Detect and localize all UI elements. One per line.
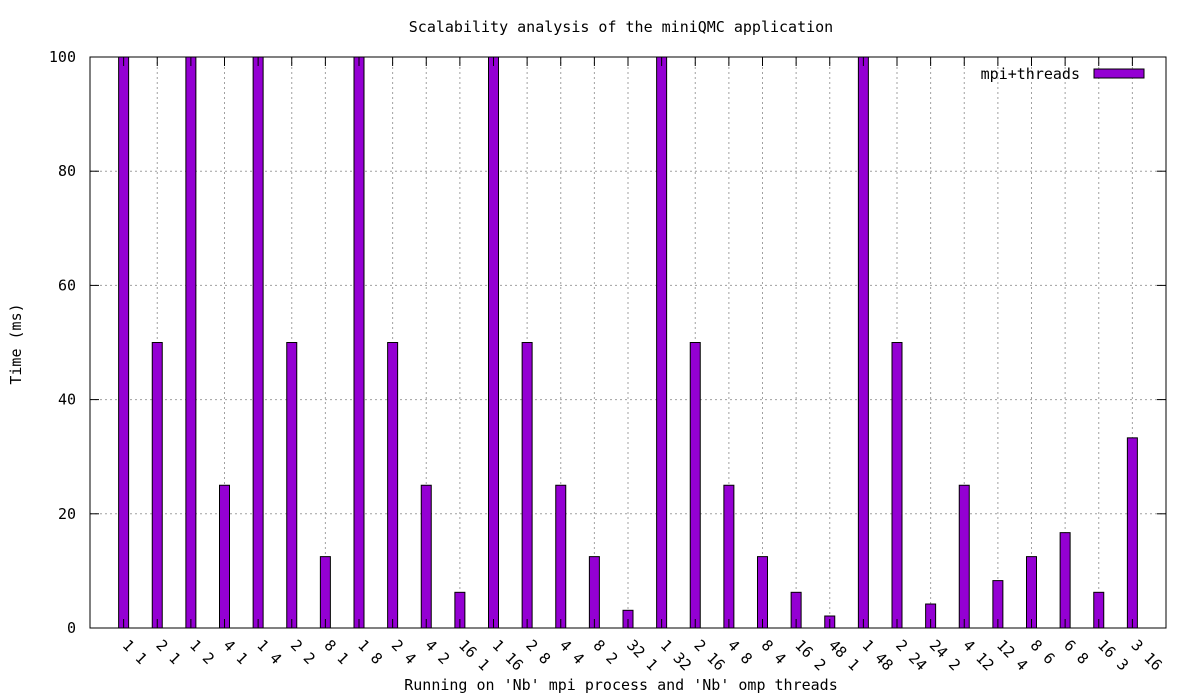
- x-tick-label: 1 2: [186, 636, 218, 668]
- x-tick-label: 8 1: [321, 636, 353, 668]
- y-axis-label: Time (ms): [7, 303, 25, 384]
- x-tick-label: 8 4: [758, 636, 790, 668]
- x-tick-label: 2 4: [388, 636, 420, 668]
- bar: [151, 342, 163, 629]
- legend-label: mpi+threads: [981, 65, 1080, 83]
- bar: [656, 56, 668, 629]
- bar: [521, 342, 533, 629]
- x-tick-label: 1 8: [354, 636, 386, 668]
- x-tick-label: 6 8: [1060, 636, 1092, 668]
- bar: [420, 484, 432, 629]
- x-tick-label: 4 1: [220, 636, 252, 668]
- y-tick-label: 100: [49, 48, 76, 66]
- bar: [857, 56, 869, 629]
- bar: [1126, 437, 1138, 629]
- y-tick-label: 80: [58, 162, 76, 180]
- bar: [286, 342, 298, 629]
- bar: [1059, 532, 1071, 629]
- bar: [757, 556, 768, 629]
- bar: [891, 342, 903, 629]
- x-tick-label: 2 16: [690, 636, 728, 674]
- x-tick-label: 16 3: [1094, 636, 1132, 674]
- bar: [353, 56, 365, 629]
- x-tick-label: 24 2: [926, 636, 964, 674]
- x-tick-label: 3 16: [1128, 636, 1166, 674]
- bar: [1026, 556, 1037, 629]
- y-tick-label: 0: [67, 619, 76, 637]
- x-tick-label: 2 1: [152, 636, 184, 668]
- x-tick-label: 16 2: [791, 636, 829, 674]
- y-tick-label: 40: [58, 391, 76, 409]
- bar: [958, 484, 970, 629]
- x-tick-label: 2 2: [287, 636, 319, 668]
- chart-title: Scalability analysis of the miniQMC appl…: [409, 18, 833, 36]
- bar: [252, 56, 264, 629]
- x-tick-label: 1 1: [119, 636, 151, 668]
- bar: [555, 484, 567, 629]
- x-tick-label: 1 32: [657, 636, 695, 674]
- x-tick-label: 2 8: [522, 636, 554, 668]
- bar: [319, 556, 331, 629]
- x-tick-label: 1 16: [489, 636, 527, 674]
- y-tick-label: 60: [58, 276, 76, 294]
- x-axis-label: Running on 'Nb' mpi process and 'Nb' omp…: [404, 676, 837, 694]
- bar: [689, 342, 701, 629]
- x-tick-label: 8 6: [1027, 636, 1059, 668]
- x-tick-label: 2 24: [892, 636, 930, 674]
- y-tick-label: 20: [58, 505, 76, 523]
- x-tick-label: 4 12: [959, 636, 997, 674]
- x-tick-label: 48 1: [825, 636, 863, 674]
- legend: mpi+threads: [981, 65, 1145, 83]
- x-tick-label: 4 2: [421, 636, 453, 668]
- bar: [185, 56, 197, 629]
- x-tick-label: 4 4: [556, 636, 588, 668]
- grid: [90, 57, 1166, 628]
- x-tick-label: 12 4: [993, 636, 1031, 674]
- x-tick-label: 1 48: [859, 636, 897, 674]
- bar: [588, 556, 600, 629]
- bar: [488, 56, 499, 629]
- x-tick-label: 4 8: [724, 636, 756, 668]
- bar: [723, 484, 735, 629]
- bar: [219, 484, 230, 629]
- legend-swatch: [1093, 68, 1145, 79]
- x-tick-label: 16 1: [455, 636, 493, 674]
- x-tick-label: 8 2: [590, 636, 622, 668]
- bar: [387, 342, 399, 629]
- bar: [118, 56, 130, 629]
- x-tick-label: 32 1: [623, 636, 661, 674]
- x-tick-label: 1 4: [253, 636, 285, 668]
